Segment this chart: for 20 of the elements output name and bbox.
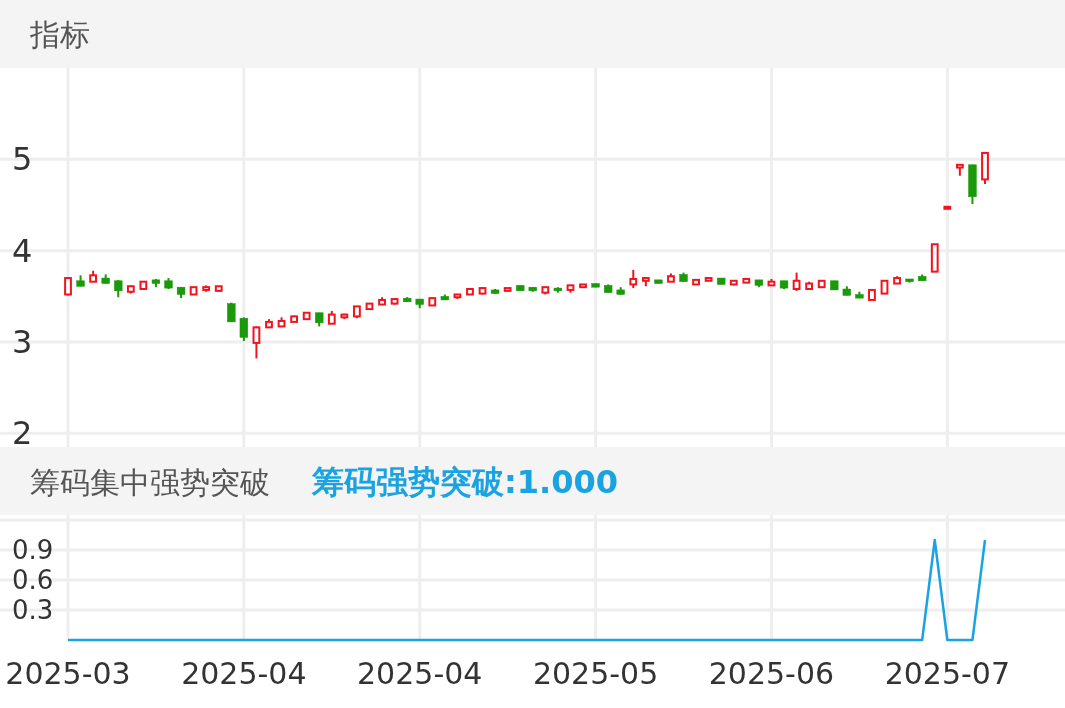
x-tick-label: 2025-04 xyxy=(181,655,307,691)
x-tick-label: 2025-07 xyxy=(884,655,1010,691)
candlestick xyxy=(252,325,261,360)
y-tick-label: 2 xyxy=(12,414,33,453)
x-tick-label: 2025-04 xyxy=(357,655,483,691)
chart-title: 指标 xyxy=(29,16,90,52)
candlestick xyxy=(239,316,249,343)
y-tick-label: 0.3 xyxy=(12,595,54,625)
candlestick xyxy=(629,268,638,290)
y-tick-label: 4 xyxy=(12,231,33,270)
x-tick-label: 2025-03 xyxy=(5,655,131,691)
candlestick xyxy=(792,271,801,292)
y-tick-label: 0.9 xyxy=(12,535,54,565)
y-tick-label: 5 xyxy=(12,140,33,179)
x-tick-label: 2025-05 xyxy=(532,655,659,691)
text: 筹码强势突破:1.000 xyxy=(311,463,619,501)
x-tick-label: 2025-06 xyxy=(708,655,835,691)
y-tick-label: 0.6 xyxy=(12,565,54,595)
y-tick-label: 3 xyxy=(12,322,33,361)
chart-title: 筹码集中强势突破 xyxy=(30,464,270,500)
